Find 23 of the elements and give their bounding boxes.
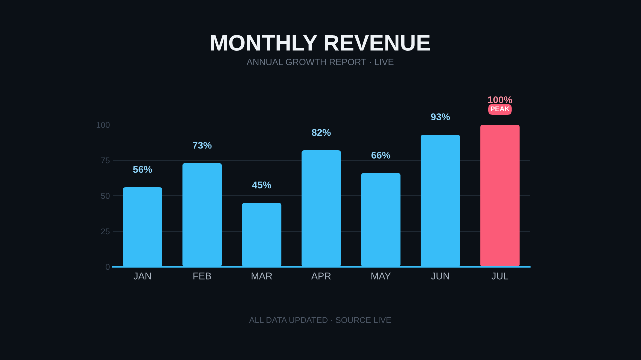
y-tick-label: 0 bbox=[106, 264, 110, 270]
data-label: 45% bbox=[252, 182, 272, 189]
y-tick-label: 100 bbox=[96, 122, 110, 128]
x-tick-label: APR bbox=[312, 272, 332, 280]
data-label: 82% bbox=[312, 129, 331, 136]
data-label: 73% bbox=[193, 142, 212, 149]
chart-subtitle: ANNUAL GROWTH REPORT · LIVE bbox=[246, 59, 394, 66]
y-tick-label: 25 bbox=[101, 228, 110, 235]
x-tick-label: MAR bbox=[252, 272, 272, 280]
x-tick-label: JUL bbox=[492, 272, 509, 280]
data-label: 100% bbox=[488, 96, 512, 104]
data-label: 56% bbox=[133, 166, 152, 174]
x-tick-label: JAN bbox=[134, 272, 152, 280]
bar bbox=[480, 125, 520, 267]
text: ALL DATA UPDATED · SOURCE LIVE bbox=[249, 317, 392, 324]
x-tick-label: MAY bbox=[372, 272, 392, 280]
x-tick-label: FEB bbox=[194, 272, 212, 280]
y-tick-label: 50 bbox=[101, 193, 110, 200]
data-label: 66% bbox=[372, 152, 391, 159]
data-label: 93% bbox=[431, 114, 450, 121]
y-tick-label: 75 bbox=[101, 158, 110, 164]
x-tick-label: JUN bbox=[431, 272, 450, 280]
chart-title: MONTHLY REVENUE bbox=[211, 35, 430, 51]
